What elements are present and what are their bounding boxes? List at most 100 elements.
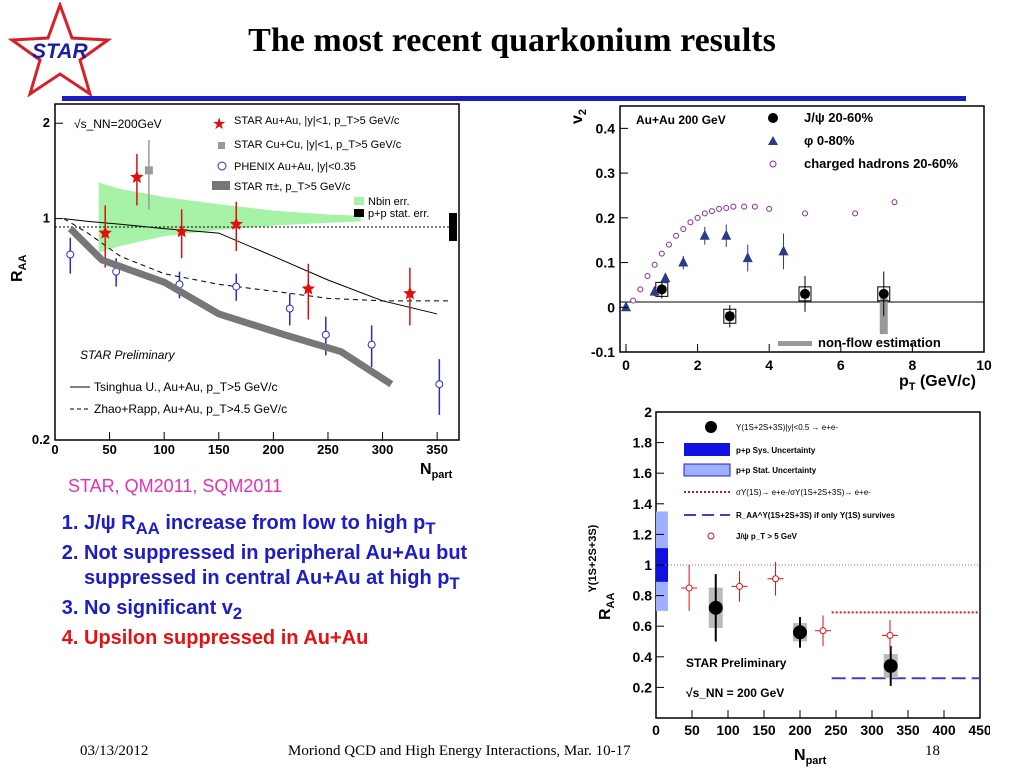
- legend-pp: p+p stat. err.: [368, 208, 429, 220]
- y-tick-label: 0.2: [633, 679, 653, 695]
- legend-jpsi5: J/ψ p_T > 5 GeV: [736, 532, 798, 541]
- legend-pp-sys: p+p Sys. Uncertainty: [736, 446, 816, 455]
- jpsi-raa-point: [886, 631, 894, 639]
- legend-jpsi: J/ψ 20-60%: [804, 110, 873, 125]
- phenix-point: [367, 340, 376, 349]
- y-tick-label: 0.6: [633, 618, 653, 634]
- jpsi-raa-point: [736, 582, 744, 590]
- v2-x-label: pT (GeV/c): [899, 373, 976, 393]
- slide-title: The most recent quarkonium results: [248, 22, 776, 59]
- x-tick-label: 400: [932, 722, 956, 738]
- hadron-v2-point: [701, 210, 708, 217]
- legend-upsilon-marker: [705, 421, 717, 433]
- x-tick-label: 150: [752, 722, 776, 738]
- upsilon-raa-point: [793, 625, 807, 640]
- x-tick-label: 0: [622, 357, 630, 373]
- y-tick-label: 0.3: [596, 165, 616, 181]
- legend-pp-marker: [354, 209, 364, 217]
- legend-nbin: Nbin err.: [368, 196, 410, 208]
- chart1-frame: [54, 103, 460, 441]
- y-tick-label: -0.1: [591, 344, 615, 360]
- star-cucu-point: [144, 166, 153, 175]
- v2-ticks-layer: 0 2 4 6 8 10 -0.1 0 0.1 0.2 0.3 0.4: [591, 120, 992, 373]
- upsilon-preliminary: STAR Preliminary: [686, 656, 787, 670]
- jpsi-raa-point: [819, 627, 827, 635]
- legend-star-cucu-marker: [218, 142, 225, 149]
- x-tick-label: 0: [51, 442, 58, 457]
- jpsi-raa-point: [685, 584, 693, 592]
- legend-only1s: R_AA^Υ(1S+2S+3S) if only Υ(1S) survives: [736, 511, 896, 520]
- hadron-v2-point: [658, 250, 665, 257]
- finding-item: No significant v2: [84, 596, 554, 626]
- legend-tsinghua: Tsinghua U., Au+Au, p_T>5 GeV/c: [94, 380, 277, 394]
- y-tick-label: 1: [644, 557, 652, 573]
- x-tick-label: 300: [860, 722, 884, 738]
- hadron-v2-point: [694, 214, 701, 221]
- y-axis-label: RAA: [9, 254, 29, 282]
- phenix-point: [285, 304, 294, 313]
- chart1-legend: ★ STAR Au+Au, |y|<1, p_T>5 GeV/c STAR Cu…: [70, 115, 429, 416]
- legend-star-cucu: STAR Cu+Cu, |y|<1, p_T>5 GeV/c: [234, 139, 402, 151]
- star-auau-point: [403, 286, 417, 300]
- energy-label: √s_NN=200GeV: [74, 117, 162, 131]
- hadron-v2-point: [630, 297, 637, 304]
- y-tick-label: 1.2: [633, 526, 653, 542]
- phi-v2-point: [699, 229, 710, 240]
- x-tick-label: 200: [788, 722, 812, 738]
- preliminary-label: STAR Preliminary: [80, 348, 175, 362]
- phenix-point: [66, 250, 75, 259]
- legend-ratio: σΥ(1S)→ e+e-/σΥ(1S+2S+3S)→ e+e-: [736, 488, 871, 497]
- upsilon-points-layer: [681, 561, 898, 686]
- x-tick-label: 100: [153, 442, 175, 457]
- star-auau-point: [130, 170, 144, 183]
- logo-star-outline: [7, 2, 113, 98]
- star-auau-point: [175, 224, 189, 238]
- x-tick-label: 200: [263, 442, 285, 457]
- x-axis-label: Npart: [420, 461, 453, 481]
- phenix-point: [232, 282, 241, 291]
- legend-star-auau-marker: ★: [212, 116, 226, 133]
- legend-pion: STAR π±, p_T>5 GeV/c: [234, 181, 351, 193]
- hadron-v2-point: [687, 219, 694, 226]
- data-points-layer: [66, 140, 444, 415]
- hadron-v2-point: [802, 210, 808, 217]
- legend-hadron: charged hadrons 20-60%: [804, 156, 958, 171]
- x-tick-label: 450: [968, 722, 990, 738]
- phi-v2-point: [649, 285, 660, 296]
- hadron-v2-point: [891, 199, 898, 206]
- y-tick-label: 0: [607, 299, 615, 315]
- x-tick-label: 300: [372, 442, 394, 457]
- model-curves-layer: [63, 218, 449, 315]
- legend-upsilon: Υ(1S+2S+3S)|y|<0.5 → e+e-: [736, 423, 838, 432]
- hadron-v2-point: [766, 205, 773, 212]
- y-tick-label: 0.4: [596, 120, 616, 136]
- title-rule: [62, 96, 966, 101]
- findings-list: J/ψ RAA increase from low to high pT Not…: [40, 511, 554, 651]
- legend-jpsi5-marker: [707, 532, 715, 540]
- x-tick-label: 250: [317, 442, 339, 457]
- legend-pp-stat: p+p Stat. Uncertainty: [736, 466, 817, 475]
- hadron-v2-point: [708, 208, 715, 215]
- hadron-v2-point: [644, 272, 651, 279]
- star-auau-point: [301, 281, 315, 295]
- y-tick-label: 0.4: [633, 649, 653, 665]
- x-tick-label: 100: [716, 722, 740, 738]
- hadron-v2-point: [680, 226, 687, 232]
- nbin-band: [98, 182, 361, 253]
- legend-pp-sys-marker: [684, 443, 730, 456]
- jpsi-sys-box: [723, 308, 737, 324]
- phenix-point: [321, 330, 330, 339]
- x-tick-label: 2: [694, 357, 702, 373]
- phi-v2-point: [678, 256, 689, 267]
- pp-stat-err-box: [449, 213, 457, 241]
- hadron-v2-point: [716, 205, 723, 212]
- y-tick-label: 0.2: [596, 210, 616, 226]
- results-source: STAR, QM2011, SQM2011: [68, 476, 283, 496]
- y-tick-label: 1.6: [633, 465, 653, 481]
- jpsi-v2-point: [800, 288, 810, 299]
- hadron-v2-point: [673, 232, 680, 239]
- y-tick-label: 2: [43, 115, 50, 130]
- x-tick-label: 0: [652, 722, 660, 738]
- phi-v2-point: [660, 272, 671, 283]
